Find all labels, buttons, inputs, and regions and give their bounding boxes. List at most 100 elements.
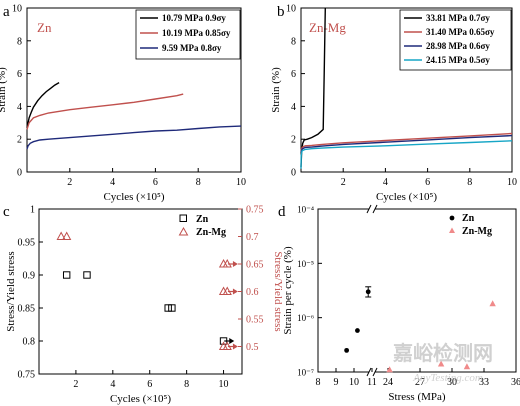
y-tick-label: 4 xyxy=(17,102,22,113)
y-axis-label: Strain (%) xyxy=(270,67,282,113)
watermark: 嘉峪检测网 AnyTesting.com xyxy=(392,341,493,384)
legend-entry: 10.79 MPa 0.9σy xyxy=(162,13,226,23)
data-point-znmg xyxy=(489,300,496,307)
y-tick-label: 10⁻⁴ xyxy=(297,205,314,215)
y-tick-label: 10⁻⁶ xyxy=(297,313,314,323)
y-right-tick-label: 0.5 xyxy=(246,342,259,353)
legend-b: 33.81 MPa 0.7σy 31.40 MPa 0.65σy 28.98 MPa… xyxy=(399,9,512,71)
axis-break-mark xyxy=(366,367,372,377)
x-tick-label: 33 xyxy=(479,377,489,388)
runout-arrow-head xyxy=(232,261,238,267)
data-point-zn xyxy=(62,271,71,279)
axis-break-gap xyxy=(369,205,375,213)
data-point-zn xyxy=(355,328,360,333)
y-tick-label: 0 xyxy=(291,168,296,179)
y-tick-label: 0.85 xyxy=(18,304,36,315)
data-point-zn xyxy=(83,271,91,279)
y-right-tick-label: 0.6 xyxy=(246,287,259,298)
y-tick-label: 6 xyxy=(17,69,22,80)
panel-tag-b: Zn-Mg xyxy=(309,20,346,35)
data-point-znmg xyxy=(386,366,393,373)
y-axis-label: Stress/Yield stress xyxy=(5,251,17,331)
y-axis-label: Strain per cycle (%) xyxy=(282,246,294,335)
x-tick-label: 9 xyxy=(334,377,339,388)
legend-d: Zn Zn-Mg xyxy=(449,213,492,237)
panel-a-frame xyxy=(26,7,242,173)
series-line-b-2 xyxy=(300,134,513,153)
y-tick-label: 2 xyxy=(17,135,22,146)
x-tick-label: 8 xyxy=(316,377,321,388)
legend-entry: 10.19 MPa 0.85σy xyxy=(162,28,231,38)
data-point-zn xyxy=(168,304,176,312)
x-tick-label: 36 xyxy=(511,377,520,388)
y-right-tick-label: 0.65 xyxy=(246,260,264,271)
y-tick-label: 6 xyxy=(291,69,296,80)
y-tick-label: 0.8 xyxy=(23,337,36,348)
legend-swatch-circle xyxy=(449,215,455,221)
legend-entry: 9.59 MPa 0.8σy xyxy=(162,43,222,53)
panel-letter-d: d xyxy=(278,204,286,220)
y-axis-label: Strain (%) xyxy=(0,67,8,113)
chart-panel-c: c 2 4 6 8 10 0.75 0.8 0.85 0.9 0.95 1 0.5 0.55 0.6 0.65… xyxy=(3,204,284,405)
panel-tag-a: Zn xyxy=(37,20,52,35)
x-tick-label: 6 xyxy=(153,177,158,188)
data-point-zn xyxy=(365,289,371,295)
y-tick-label: 0 xyxy=(17,168,22,179)
axis-break-mark xyxy=(366,204,372,214)
axis-break-mark xyxy=(372,367,378,377)
y-right-axis-label: Stress/Yield stress xyxy=(272,251,284,331)
y-tick-label: 10⁻⁵ xyxy=(297,259,314,269)
legend-entry: Zn xyxy=(196,214,209,225)
x-tick-label: 6 xyxy=(425,177,430,188)
x-tick-label: 10 xyxy=(349,377,359,388)
runout-arrow-head xyxy=(232,343,238,350)
panel-b-frame xyxy=(300,7,513,173)
runout-arrow-head xyxy=(229,338,235,344)
y-tick-label: 2 xyxy=(291,135,296,146)
legend-entry: Zn-Mg xyxy=(196,227,226,238)
x-tick-label: 2 xyxy=(341,177,346,188)
y-tick-label: 4 xyxy=(291,102,296,113)
data-point-znmg xyxy=(62,231,72,240)
x-tick-label: 4 xyxy=(110,379,115,390)
series-line-b-3 xyxy=(300,140,513,169)
series-line-b-1 xyxy=(300,132,513,151)
x-tick-label: 2 xyxy=(73,379,78,390)
chart-panel-a: a Zn 2 4 6 8 10 0 2 4 6 8 10 Cycles (×10⁵) Strain (%) 1… xyxy=(0,4,246,204)
data-point-znmg xyxy=(463,363,471,370)
panel-letter-b: b xyxy=(277,4,285,20)
series-line-a-1 xyxy=(26,93,184,130)
x-axis-label: Cycles (×10⁵) xyxy=(103,191,164,203)
x-tick-label: 10 xyxy=(236,177,246,188)
legend-entry: Zn xyxy=(462,213,475,224)
legend-swatch-triangle xyxy=(449,227,455,233)
legend-entry: 33.81 MPa 0.7σy xyxy=(426,13,490,23)
x-tick-label: 24 xyxy=(383,377,393,388)
data-point-zn xyxy=(344,347,350,353)
legend-entry: Zn-Mg xyxy=(462,226,492,237)
x-axis-label: Cycles (×10⁵) xyxy=(110,393,171,405)
x-axis-label: Cycles (×10⁵) xyxy=(376,191,437,203)
y-tick-label: 1 xyxy=(30,205,35,216)
x-tick-label: 2 xyxy=(67,177,72,188)
legend-c: Zn Zn-Mg xyxy=(178,214,226,238)
watermark-cn: 嘉峪检测网 xyxy=(392,341,493,365)
x-tick-label: 4 xyxy=(110,177,115,188)
chart-panel-b: b Zn-Mg 2 4 6 8 10 0 2 4 6 8 10 Cycles (×10⁵) Strain (… xyxy=(270,4,517,204)
x-tick-label: 6 xyxy=(147,379,152,390)
y-right-tick-label: 0.55 xyxy=(246,315,264,326)
panel-letter-a: a xyxy=(3,4,10,20)
chart-panel-d: d 8 9 10 11 24 27 30 33 36 10⁻⁴ 10⁻⁵ 10⁻⁶ 10⁻⁷ Stress … xyxy=(278,204,520,403)
panel-d-frame xyxy=(317,208,517,373)
y-tick-label: 0.9 xyxy=(23,271,36,282)
legend-entry: 24.15 MPa 0.5σy xyxy=(426,55,490,65)
data-point-znmg xyxy=(437,360,445,367)
legend-swatch-square xyxy=(179,214,187,222)
legend-entry: 28.98 MPa 0.6σy xyxy=(426,41,490,51)
y-tick-label: 10⁻⁷ xyxy=(297,368,314,378)
series-line-a-0 xyxy=(26,81,60,128)
runout-arrow-head xyxy=(232,288,238,295)
x-tick-label: 10 xyxy=(507,177,517,188)
x-axis-label: Stress (MPa) xyxy=(388,391,445,403)
y-tick-label: 10 xyxy=(286,4,296,15)
